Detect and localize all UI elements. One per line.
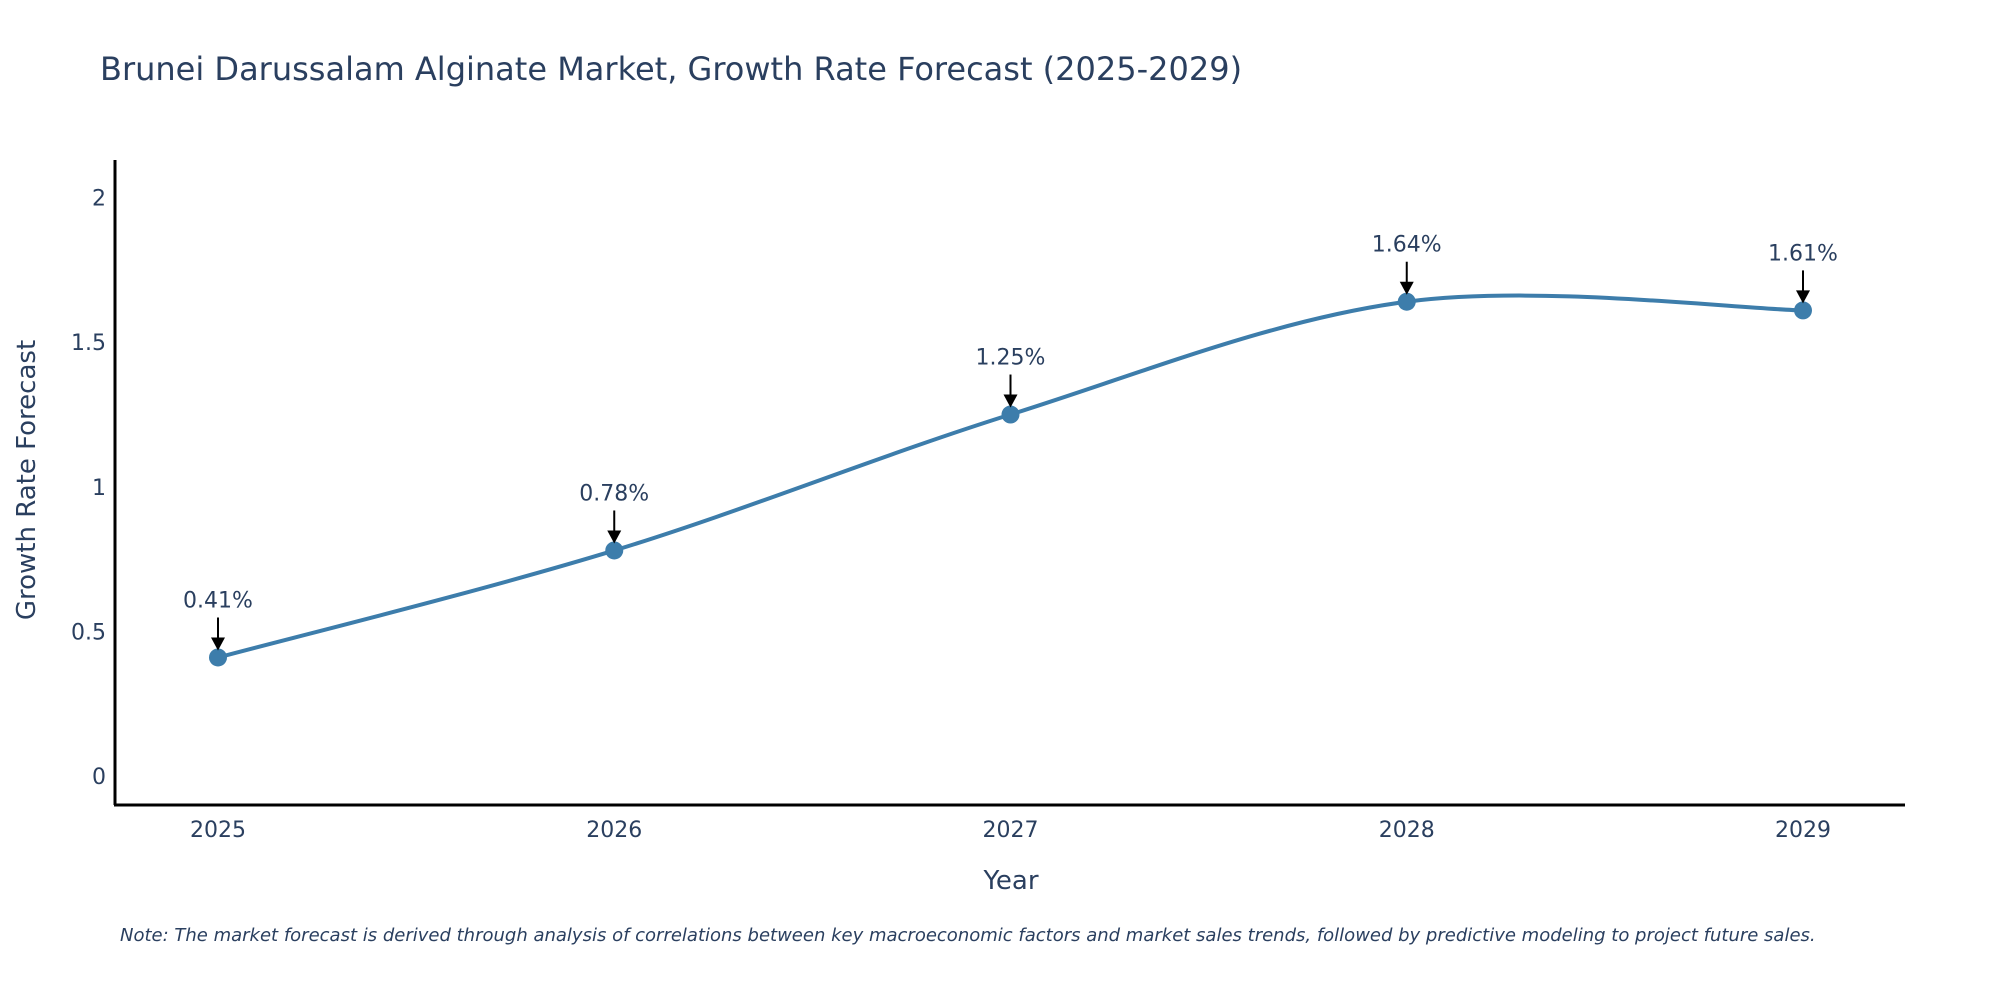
- data-label: 1.61%: [1768, 241, 1838, 266]
- data-points: [209, 292, 1812, 667]
- annotation-arrow-head: [1399, 281, 1414, 295]
- data-label: 0.78%: [579, 481, 649, 506]
- chart-note: Note: The market forecast is derived thr…: [120, 925, 1816, 946]
- x-axis-ticks: 2025 2026 2027 2028 2029: [190, 818, 1831, 843]
- y-tick-label: 2: [92, 187, 106, 212]
- data-label: 1.64%: [1372, 233, 1442, 258]
- y-tick-label: 0: [92, 765, 106, 790]
- x-tick-label: 2027: [983, 818, 1039, 843]
- y-axis-ticks: 0 0.5 1 1.5 2: [71, 187, 106, 790]
- annotation-arrow-head: [211, 637, 225, 651]
- chart-title: Brunei Darussalam Alginate Market, Growt…: [100, 50, 1242, 88]
- annotation-arrow-head: [1003, 394, 1018, 408]
- annotation-arrow-head: [607, 530, 622, 544]
- data-point-marker: [209, 648, 227, 667]
- y-tick-label: 1.5: [71, 331, 106, 356]
- data-label: 1.25%: [976, 346, 1046, 371]
- data-label-annotations: 0.41% 0.78% 1.25% 1.64% 1.61%: [183, 233, 1838, 651]
- data-point-marker: [1794, 301, 1812, 320]
- x-tick-label: 2026: [586, 818, 642, 843]
- y-tick-label: 1: [92, 476, 106, 501]
- y-tick-label: 0.5: [71, 620, 106, 645]
- data-label: 0.41%: [183, 588, 253, 613]
- x-tick-label: 2025: [190, 818, 246, 843]
- y-axis-title: Growth Rate Forecast: [12, 340, 42, 620]
- data-point-marker: [1001, 405, 1020, 424]
- x-axis-title: Year: [982, 866, 1038, 896]
- data-point-marker: [605, 541, 624, 560]
- x-tick-label: 2029: [1775, 818, 1831, 843]
- annotation-arrow-head: [1796, 290, 1810, 304]
- data-point-marker: [1397, 292, 1416, 311]
- x-tick-label: 2028: [1379, 818, 1435, 843]
